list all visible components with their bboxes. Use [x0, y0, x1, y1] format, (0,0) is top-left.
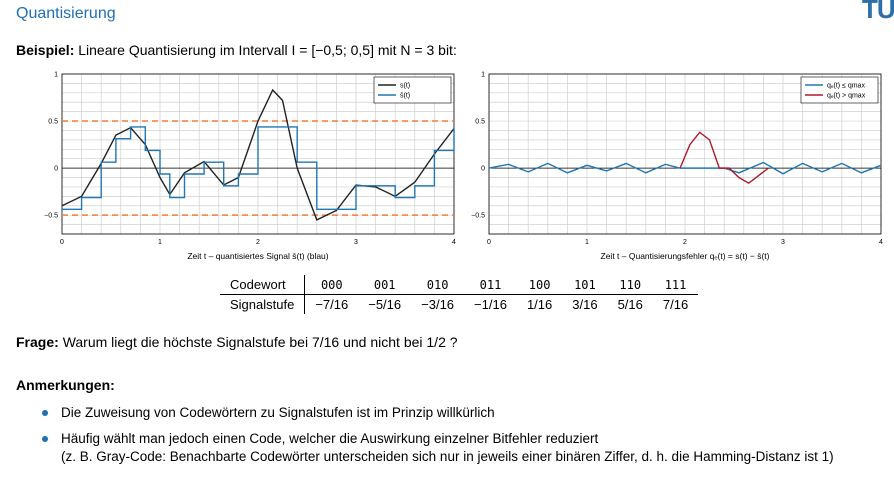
codeword-cell: 101: [562, 275, 608, 295]
y-tick-label: 0.5: [48, 119, 58, 126]
y-tick-label: 0.5: [475, 119, 485, 126]
x-axis-label: Zeit t – quantisiertes Signal s̄(t) (bla…: [187, 251, 328, 261]
y-tick-label: 0: [54, 166, 58, 173]
signal-level-row: Signalstufe −7/16 −5/16 −3/16 −1/16 1/16 3/16…: [220, 294, 698, 314]
question: Frage: Warum liegt die höchste Signalstu…: [16, 334, 458, 350]
legend-label: qₑ(t) > qmax: [827, 93, 866, 100]
university-logo: TUI: [862, 0, 894, 24]
codeword-row: Codewort 000 001 010 011 100 101 110 111: [220, 275, 699, 295]
bullet-icon: [42, 410, 48, 416]
question-text: Warum liegt die höchste Signalstufe bei …: [62, 334, 458, 350]
x-tick-label: 0: [487, 239, 491, 246]
x-tick-label: 0: [60, 239, 64, 246]
example-label: Beispiel:: [16, 42, 75, 58]
codeword-label: Codewort: [220, 275, 306, 295]
codeword-cell: 000: [304, 275, 359, 295]
notes-list: Die Zuweisung von Codewörtern zu Signals…: [16, 396, 834, 466]
x-tick-label: 2: [256, 239, 260, 246]
code-table: Codewort 000 001 010 011 100 101 110 111 Signal…: [220, 275, 699, 314]
series-line: [488, 161, 882, 175]
page-title: Quantisierung: [16, 5, 116, 22]
x-tick-label: 4: [879, 239, 883, 246]
codeword-cell: 011: [464, 275, 517, 295]
legend-label: s̄(t): [400, 93, 410, 100]
signal-level-cell: −3/16: [421, 297, 455, 312]
note-text: Häufig wählt man jedoch einen Code, welc…: [61, 431, 599, 446]
legend-box: [800, 76, 879, 104]
legend-label: s(t): [400, 83, 410, 90]
legend-box: [373, 76, 452, 104]
y-tick-label: 0: [481, 166, 485, 173]
codeword-cell: 100: [516, 275, 563, 295]
plot-frame: [61, 73, 455, 235]
series-line: [62, 126, 455, 210]
x-tick-label: 3: [781, 239, 785, 246]
signal-level-cell: 3/16: [572, 297, 598, 312]
series-line: [61, 88, 455, 221]
codeword-cell: 010: [411, 275, 465, 295]
legend-label: qₑ(t) ≤ qmax: [827, 83, 865, 90]
y-tick-label: 1: [54, 72, 58, 79]
y-tick-label: 1: [481, 72, 485, 79]
x-tick-label: 4: [452, 239, 456, 246]
charts-area: 0 1 2 3 4 −0.5 0 0.5 1 Zeit t – quantisiertes Sig…: [44, 72, 883, 262]
bullet-icon: [42, 436, 48, 442]
series-line: [679, 131, 769, 185]
plot-frame: [488, 73, 882, 235]
signal-level-label: Signalstufe: [220, 294, 306, 314]
y-tick-label: −0.5: [44, 213, 58, 220]
example-text: Lineare Quantisierung im Intervall I = […: [78, 42, 457, 58]
codeword-cell: 111: [652, 275, 699, 295]
x-axis-label: Zeit t – Quantisierungsfehler qₑ(t) = s(…: [601, 251, 770, 261]
signal-level-cell: −5/16: [368, 297, 402, 312]
signal-level-cell: −7/16: [315, 297, 349, 312]
x-tick-label: 1: [158, 239, 162, 246]
signal-level-cell: 7/16: [662, 297, 689, 312]
x-tick-label: 3: [354, 239, 358, 246]
example-line: Beispiel: Lineare Quantisierung im Inter…: [16, 42, 457, 58]
signal-level-cell: 5/16: [617, 297, 643, 312]
signal-level-cell: −1/16: [474, 297, 507, 312]
codeword-cell: 110: [607, 275, 653, 295]
y-tick-label: −0.5: [471, 213, 485, 220]
signal-level-cell: 1/16: [526, 297, 553, 312]
x-tick-label: 2: [683, 239, 687, 246]
note-text: Die Zuweisung von Codewörtern zu Signals…: [61, 405, 495, 420]
list-item: Die Zuweisung von Codewörtern zu Signals…: [16, 404, 834, 422]
question-label: Frage:: [16, 334, 59, 350]
codeword-cell: 001: [358, 275, 412, 295]
note-subtext: (z. B. Gray-Code: Benachbarte Codewörter…: [61, 449, 834, 464]
notes-title: Anmerkungen:: [16, 377, 115, 393]
x-tick-label: 1: [585, 239, 589, 246]
list-item: Häufig wählt man jedoch einen Code, welc…: [16, 430, 834, 466]
